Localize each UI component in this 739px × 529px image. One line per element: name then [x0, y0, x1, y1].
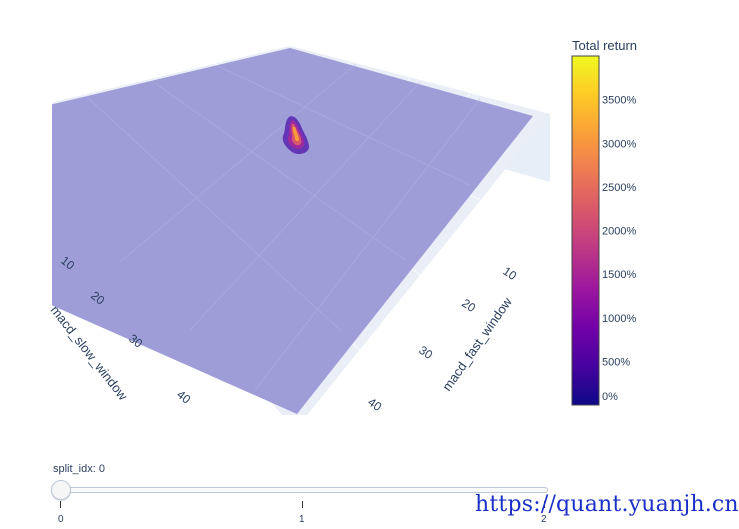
x-tick: 40 [365, 395, 384, 414]
y-tick: 40 [174, 387, 193, 406]
surface-peak [282, 116, 310, 155]
colorbar-tick-label: 500% [602, 356, 630, 368]
slider-tick-label: 0 [58, 514, 64, 525]
x-tick: 10 [500, 264, 519, 283]
colorbar-tick-label: 1500% [602, 269, 636, 281]
x-axis-title: macd_fast_window [439, 294, 515, 394]
colorbar-title: Total return [572, 38, 637, 53]
slider-tick [302, 501, 303, 508]
3d-scene[interactable] [20, 46, 550, 430]
watermark: https://quant.yuanjh.cn [475, 492, 739, 517]
colorbar-tick-label: 2000% [602, 226, 636, 238]
colorbar: Total return 0% 500% 1000% 1500% 2000% 2500% 3… [571, 38, 637, 406]
surface-flat [52, 48, 533, 414]
slider-tick-label: 1 [299, 514, 305, 525]
colorbar-tick-label: 2500% [602, 182, 636, 194]
colorbar-tick-label: 3000% [602, 138, 636, 150]
x-tick: 20 [459, 296, 478, 315]
colorbar-tick-label: 3500% [602, 95, 636, 107]
slider-label: split_idx: 0 [53, 463, 105, 475]
slider-tick-label: 2 [541, 514, 547, 525]
x-tick: 30 [416, 343, 435, 362]
colorbar-tick-label: 0% [602, 391, 618, 403]
slider-tick [60, 501, 61, 508]
colorbar-tick-label: 1000% [602, 313, 636, 325]
slider-handle[interactable] [51, 480, 71, 500]
surface-gridlines [85, 63, 481, 391]
slider-tick [544, 501, 545, 508]
colorbar-gradient [571, 55, 600, 406]
